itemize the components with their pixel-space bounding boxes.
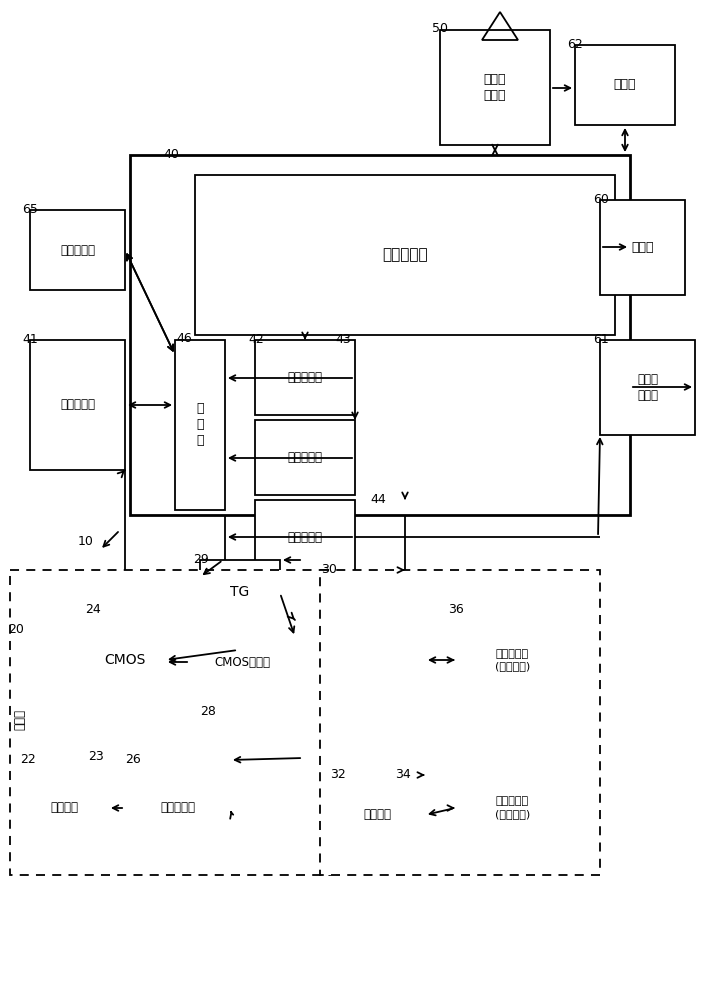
Bar	[20, 760, 108, 855]
Text: 62: 62	[567, 38, 583, 51]
Bar	[10, 570, 330, 875]
Bar	[255, 500, 355, 575]
Text: 50: 50	[432, 22, 448, 35]
Text: 29: 29	[193, 553, 209, 566]
Text: 36: 36	[448, 603, 464, 616]
Text: CMOS驱动器: CMOS驱动器	[215, 656, 270, 669]
Text: 尺寸变更部: 尺寸变更部	[60, 243, 95, 256]
Text: 摄像控制部: 摄像控制部	[287, 371, 323, 384]
Bar	[175, 340, 225, 510]
Text: 23: 23	[88, 750, 104, 763]
Bar	[440, 30, 550, 145]
Text: 动作控制部: 动作控制部	[382, 247, 428, 262]
Bar	[125, 760, 230, 855]
Text: 43: 43	[335, 333, 350, 346]
Bar	[200, 560, 280, 625]
Text: 44: 44	[370, 493, 386, 506]
Text: 信号处理部: 信号处理部	[60, 398, 95, 412]
Bar	[330, 775, 425, 855]
Text: 61: 61	[593, 333, 609, 346]
Text: 60: 60	[593, 193, 609, 206]
Text: 透镜驱动部: 透镜驱动部	[160, 801, 195, 814]
Text: 成像透镜: 成像透镜	[50, 801, 78, 814]
Text: 65: 65	[22, 203, 38, 216]
Text: 透镜控制部: 透镜控制部	[287, 451, 323, 464]
Text: 32: 32	[330, 768, 346, 781]
Text: 20: 20	[8, 623, 24, 636]
Bar	[600, 200, 685, 295]
Bar	[190, 620, 295, 705]
Bar	[255, 420, 355, 495]
Text: 存储器: 存储器	[614, 79, 636, 92]
Text: 操作部: 操作部	[632, 241, 653, 254]
Text: 28: 28	[200, 705, 216, 718]
Bar	[320, 570, 600, 875]
Text: 摄像部: 摄像部	[13, 710, 26, 730]
Text: 30: 30	[321, 563, 337, 576]
Text: 46: 46	[176, 332, 192, 345]
Text: 控
制
部: 控 制 部	[196, 402, 204, 448]
Text: 26: 26	[125, 753, 141, 766]
Text: 42: 42	[248, 333, 264, 346]
Text: 40: 40	[163, 148, 179, 161]
Text: TG: TG	[230, 585, 250, 599]
Text: 俯仰驱动部
(俯仰马达): 俯仰驱动部 (俯仰马达)	[495, 649, 530, 671]
Bar	[455, 760, 570, 855]
Bar	[195, 175, 615, 335]
Bar	[85, 610, 165, 710]
Text: 10: 10	[78, 535, 94, 548]
Bar	[30, 210, 125, 290]
Text: 云台机构: 云台机构	[363, 808, 392, 822]
Text: 相机侧
显示部: 相机侧 显示部	[637, 373, 658, 402]
Bar	[600, 340, 695, 435]
Text: 22: 22	[20, 753, 35, 766]
Bar	[455, 610, 570, 710]
Text: 24: 24	[85, 603, 101, 616]
Text: 相机侧
通信部: 相机侧 通信部	[484, 73, 506, 102]
Text: 41: 41	[22, 333, 38, 346]
Bar	[255, 340, 355, 415]
Text: 34: 34	[395, 768, 411, 781]
Text: 方向控制部: 方向控制部	[287, 531, 323, 544]
Bar	[130, 155, 630, 515]
Bar	[575, 45, 675, 125]
Text: 平摇驱动部
(平摇马达): 平摇驱动部 (平摇马达)	[495, 796, 530, 819]
Text: CMOS: CMOS	[104, 653, 146, 667]
Bar	[30, 340, 125, 470]
